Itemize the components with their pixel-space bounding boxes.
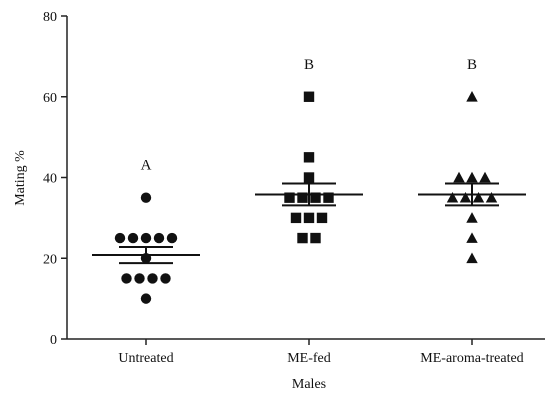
x-tick-label: ME-fed xyxy=(287,351,331,366)
data-point-square xyxy=(316,212,328,224)
y-tick-label: 20 xyxy=(43,252,57,267)
data-point-square xyxy=(284,192,295,203)
y-tick-label: 60 xyxy=(43,91,57,106)
data-point-circle xyxy=(166,232,178,244)
x-axis-title: Males xyxy=(292,377,326,392)
data-point-triangle xyxy=(459,191,472,203)
data-point-square xyxy=(303,152,315,163)
significance-label: B xyxy=(304,57,314,73)
y-tick-label: 80 xyxy=(43,10,57,25)
data-point-circle xyxy=(121,273,132,284)
data-point-circle xyxy=(153,232,165,244)
data-point-square xyxy=(297,232,308,244)
data-point-triangle xyxy=(466,212,478,223)
data-point-triangle xyxy=(453,171,465,183)
data-point-circle xyxy=(114,232,126,244)
data-point-circle xyxy=(140,232,152,244)
axes: 0 20 40 60 80 Untreated ME-fed ME-aroma-treated xyxy=(43,10,545,366)
data-point-triangle xyxy=(472,191,485,203)
data-point-triangle xyxy=(466,252,478,264)
x-tick-label: ME-aroma-treated xyxy=(420,351,523,366)
data-point-square xyxy=(297,192,308,203)
data-point-circle xyxy=(147,273,158,284)
data-point-square xyxy=(290,212,302,224)
data-point-triangle xyxy=(446,191,459,203)
data-point-circle xyxy=(134,273,145,284)
y-tick-label: 40 xyxy=(43,172,57,187)
data-point-triangle xyxy=(485,191,498,203)
data-point-square xyxy=(303,212,315,224)
data-point-circle xyxy=(127,232,139,244)
data-point-circle xyxy=(160,273,171,284)
data-point-triangle xyxy=(466,91,478,102)
data-point-circle xyxy=(140,192,152,203)
data-point-circle xyxy=(140,293,152,304)
data-point-square xyxy=(303,172,315,183)
data-point-square xyxy=(323,192,334,203)
data-point-square xyxy=(303,91,315,102)
x-tick-label: Untreated xyxy=(118,351,173,366)
data-point-triangle xyxy=(466,171,478,183)
data-marks: A B B xyxy=(92,57,526,304)
data-point-square xyxy=(310,192,321,203)
y-axis-title: Mating % xyxy=(13,150,28,206)
y-tick-label: 0 xyxy=(50,333,57,348)
data-point-triangle xyxy=(466,232,478,243)
data-point-triangle xyxy=(479,171,491,183)
significance-label: A xyxy=(141,158,152,174)
significance-label: B xyxy=(467,57,477,73)
data-point-square xyxy=(310,232,321,244)
